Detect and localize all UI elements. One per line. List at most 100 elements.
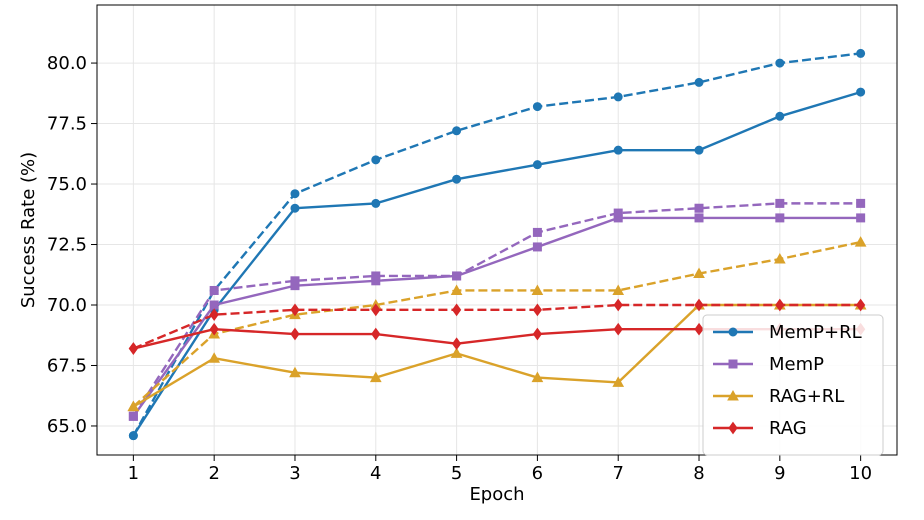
data-point: [613, 322, 623, 336]
series-line: [132, 52, 861, 437]
data-point: [532, 227, 542, 237]
data-point: [452, 126, 462, 136]
series-line: [132, 303, 861, 350]
x-tick-label: 1: [128, 463, 139, 484]
data-point: [450, 347, 463, 358]
x-tick-label: 6: [532, 463, 543, 484]
data-point: [290, 189, 300, 199]
data-point: [532, 242, 542, 252]
series-line: [132, 240, 861, 408]
series-7-dashed: [128, 298, 866, 355]
data-point: [371, 327, 381, 341]
x-tick-label: 4: [370, 463, 381, 484]
data-point: [532, 102, 542, 112]
data-point: [694, 322, 704, 336]
series-5-dashed: [127, 236, 867, 412]
plot-frame: [96, 4, 898, 456]
x-tick-label: 9: [774, 463, 785, 484]
x-axis-ticks: 1 2 3 4 5 6 7 8 9 10: [128, 455, 872, 484]
x-tick-label: 5: [451, 463, 462, 484]
data-point: [613, 298, 623, 312]
y-tick-label: 72.5: [47, 235, 87, 256]
data-point: [854, 236, 867, 247]
data-point: [371, 198, 381, 208]
data-point: [612, 284, 625, 295]
legend-label: RAG: [769, 418, 807, 439]
data-point: [775, 213, 785, 223]
data-point: [369, 371, 382, 383]
y-tick-label: 67.5: [47, 355, 87, 376]
data-point: [694, 203, 704, 213]
y-tick-label: 65.0: [47, 416, 87, 437]
legend-label: MemP: [769, 354, 824, 375]
data-point: [613, 145, 623, 155]
data-point: [856, 298, 866, 312]
data-point: [775, 198, 785, 208]
x-tick-label: 10: [849, 463, 872, 484]
data-point: [209, 300, 219, 310]
legend-item: MemP: [713, 354, 824, 375]
x-axis-label: Epoch: [469, 484, 524, 505]
data-point: [290, 203, 300, 213]
data-point: [128, 342, 138, 355]
data-point: [531, 371, 544, 383]
data-point: [856, 213, 866, 223]
y-tick-label: 75.0: [47, 174, 87, 195]
data-point: [452, 271, 462, 281]
legend-item: RAG+RL: [713, 386, 844, 407]
data-point: [289, 366, 301, 378]
data-point: [694, 298, 704, 312]
legend-marker: [727, 389, 739, 401]
data-point: [451, 303, 462, 317]
series-layer: [127, 48, 867, 441]
y-axis-ticks: 65.0 67.5 70.0 72.5 75.0 77.5 80.0: [47, 53, 97, 437]
data-point: [371, 271, 381, 281]
data-point: [531, 284, 544, 295]
data-point: [532, 160, 542, 170]
x-tick-label: 2: [208, 463, 219, 484]
x-tick-label: 8: [693, 463, 704, 484]
data-point: [127, 400, 140, 412]
data-point: [450, 284, 463, 295]
y-tick-label: 70.0: [47, 295, 87, 316]
data-point: [128, 411, 138, 421]
y-tick-label: 80.0: [47, 53, 87, 74]
y-tick-label: 77.5: [47, 114, 87, 135]
data-point: [290, 303, 300, 317]
data-point: [532, 303, 543, 317]
data-point: [775, 298, 785, 312]
series-line: [132, 216, 861, 417]
data-point: [856, 48, 866, 58]
legend-label: MemP+RL: [769, 322, 862, 343]
series-3-dashed: [128, 198, 866, 421]
legend: MemP+RL MemP RAG+RL RAG: [702, 314, 884, 456]
data-point: [532, 327, 543, 341]
data-point: [612, 376, 625, 387]
series-line: [132, 90, 861, 437]
legend-marker: [728, 421, 738, 435]
x-tick-label: 3: [289, 463, 300, 484]
data-point: [452, 174, 462, 184]
data-point: [451, 337, 462, 351]
data-point: [613, 208, 623, 218]
legend-item: MemP+RL: [713, 322, 862, 343]
data-point: [775, 111, 785, 121]
data-point: [209, 308, 219, 322]
series-line: [132, 202, 861, 417]
data-point: [775, 58, 785, 68]
legend-marker: [728, 359, 738, 369]
data-point: [856, 87, 866, 97]
data-point: [128, 431, 138, 441]
data-point: [209, 322, 219, 336]
data-point: [693, 267, 705, 279]
data-point: [856, 198, 866, 208]
data-point: [773, 253, 786, 264]
legend-item: RAG: [713, 418, 807, 439]
data-point: [613, 92, 623, 102]
data-point: [694, 145, 704, 155]
data-point: [208, 352, 221, 363]
legend-label: RAG+RL: [769, 386, 844, 407]
data-point: [290, 276, 300, 286]
legend-box: [702, 314, 884, 456]
